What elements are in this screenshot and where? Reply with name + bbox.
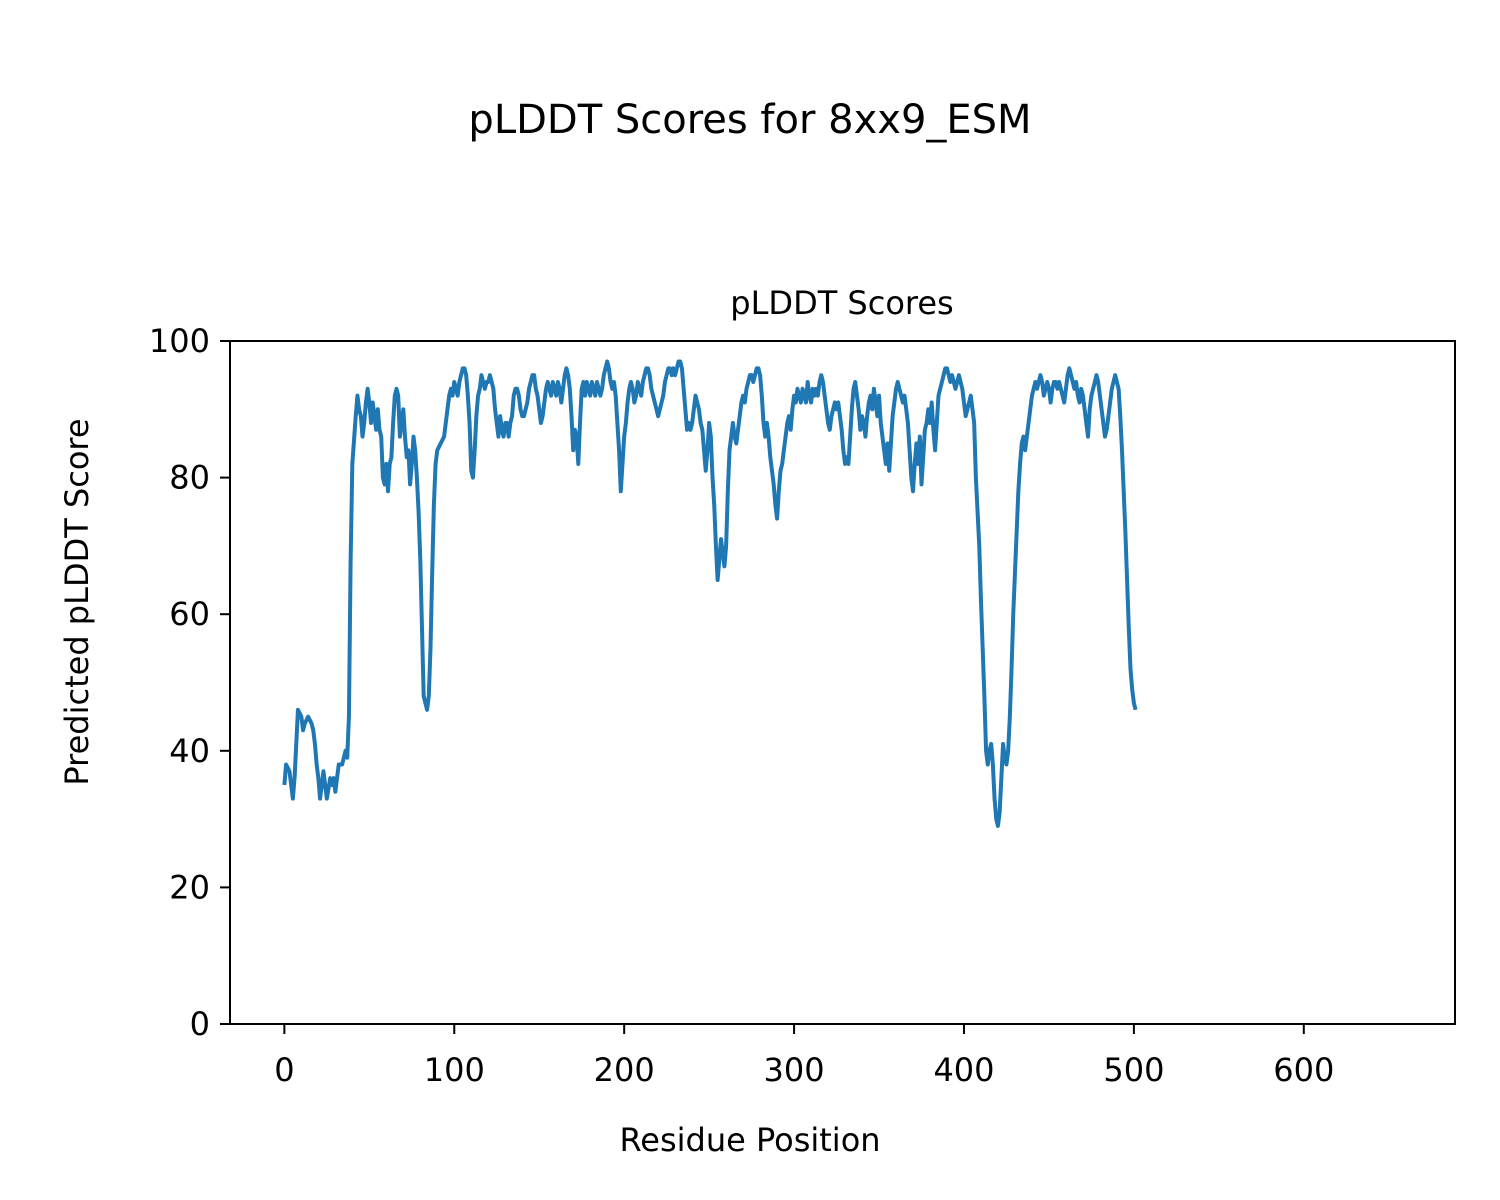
x-tick-label: 0 xyxy=(274,1051,294,1089)
y-axis-label: Predicted pLDDT Score xyxy=(58,418,96,785)
y-axis: 0 20 40 60 80 100 xyxy=(149,322,230,1043)
plot-area xyxy=(229,340,1456,1025)
x-tick-label: 400 xyxy=(933,1051,994,1089)
y-tick-label: 60 xyxy=(169,595,210,633)
y-tick-label: 40 xyxy=(169,732,210,770)
x-tick-label: 200 xyxy=(594,1051,655,1089)
x-tick-label: 100 xyxy=(424,1051,485,1089)
y-tick-label: 80 xyxy=(169,459,210,497)
x-tick-label: 500 xyxy=(1103,1051,1164,1089)
x-tick-label: 300 xyxy=(764,1051,825,1089)
y-tick-label: 0 xyxy=(190,1005,210,1043)
x-axis: 0 100 200 300 400 500 600 xyxy=(274,1024,1334,1089)
series-line-0 xyxy=(282,359,1138,828)
x-axis-label: Residue Position xyxy=(619,1121,880,1159)
y-tick-label: 100 xyxy=(149,322,210,360)
axes-frame xyxy=(229,340,1456,1025)
x-tick-label: 600 xyxy=(1273,1051,1334,1089)
figure-suptitle: pLDDT Scores for 8xx9_ESM xyxy=(468,97,1031,143)
y-tick-label: 20 xyxy=(169,868,210,906)
line-layer xyxy=(282,359,1138,828)
axes-title: pLDDT Scores xyxy=(730,284,953,322)
